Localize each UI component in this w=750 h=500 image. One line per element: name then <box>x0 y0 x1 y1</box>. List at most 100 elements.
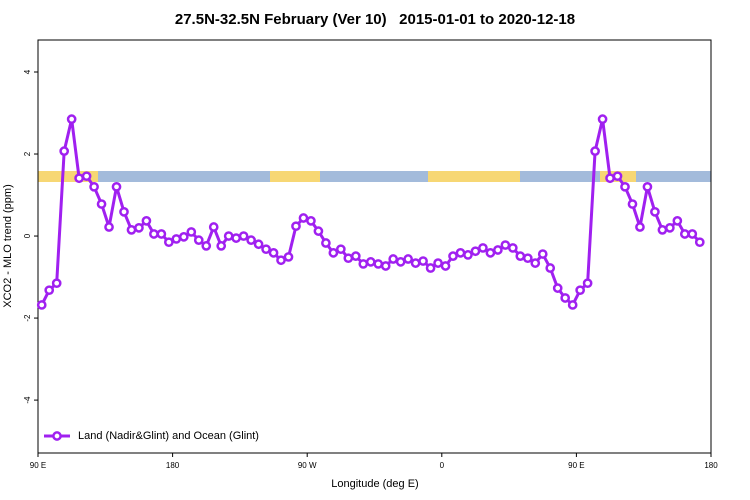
data-point <box>560 293 571 303</box>
data-point <box>171 234 182 244</box>
data-point <box>306 216 316 226</box>
data-point <box>590 146 600 156</box>
data-point <box>522 253 533 264</box>
x-axis-label: Longitude (deg E) <box>331 478 418 490</box>
data-point <box>208 222 219 232</box>
data-point <box>81 171 92 182</box>
data-point <box>418 256 428 266</box>
data-point <box>530 258 541 268</box>
data-point <box>485 248 496 258</box>
data-point <box>620 181 630 192</box>
data-point <box>463 250 473 260</box>
data-point <box>470 246 481 257</box>
ocean-band <box>636 171 711 182</box>
y-axis-label: XCO2 - MLO trend (ppm) <box>2 184 14 307</box>
data-point <box>365 257 376 267</box>
data-point <box>261 244 271 255</box>
ocean-band <box>98 171 270 182</box>
x-tick-label: 180 <box>166 461 180 470</box>
x-tick-label: 90 E <box>568 461 584 470</box>
y-tick-label: 0 <box>23 233 32 238</box>
data-point <box>336 244 346 255</box>
data-point <box>96 199 107 209</box>
data-point <box>448 251 458 261</box>
data-point <box>425 263 436 273</box>
data-point <box>597 114 608 125</box>
data-point <box>552 283 563 293</box>
data-point <box>36 300 47 310</box>
data-point <box>395 257 406 267</box>
data-point <box>111 181 122 192</box>
data-point <box>141 216 152 226</box>
land-band <box>38 171 98 182</box>
data-point <box>627 199 638 209</box>
data-point <box>433 258 443 268</box>
data-point <box>253 239 264 250</box>
data-point <box>672 216 683 226</box>
data-point <box>134 222 144 233</box>
y-tick-label: -2 <box>23 314 32 322</box>
data-point <box>679 229 690 239</box>
data-point <box>66 114 77 125</box>
land-band <box>270 171 320 182</box>
data-point <box>51 278 62 289</box>
data-point <box>74 173 84 184</box>
data-point <box>410 258 421 268</box>
data-point <box>268 248 279 258</box>
data-point <box>238 231 249 241</box>
ocean-band <box>320 171 428 182</box>
data-point <box>104 222 114 232</box>
data-point <box>500 240 511 250</box>
y-tick-label: -4 <box>23 396 32 404</box>
chart-title: 27.5N-32.5N February (Ver 10) 2015-01-01… <box>175 11 575 28</box>
data-point <box>231 233 242 243</box>
data-point <box>201 241 212 251</box>
data-point <box>373 259 384 269</box>
data-point <box>59 146 70 156</box>
data-point <box>545 263 556 273</box>
data-point <box>455 248 466 258</box>
data-point <box>350 251 361 261</box>
land-band <box>428 171 520 182</box>
data-point <box>321 238 331 248</box>
data-point <box>358 259 369 269</box>
data-point <box>515 251 526 261</box>
series-line <box>40 118 701 308</box>
data-point <box>567 300 578 310</box>
data-point <box>186 227 197 237</box>
data-point <box>156 229 167 239</box>
data-point <box>119 206 129 217</box>
data-point <box>403 254 413 264</box>
data-point <box>246 235 256 245</box>
data-point <box>313 226 324 236</box>
data-point <box>223 231 234 241</box>
data-point <box>440 261 451 271</box>
data-point <box>193 235 204 245</box>
plot-frame <box>37 39 712 454</box>
data-point <box>575 285 585 296</box>
x-tick-label: 180 <box>704 461 718 470</box>
data-point <box>507 243 518 253</box>
data-point <box>164 237 174 248</box>
data-point <box>612 171 623 182</box>
y-tick-label: 2 <box>23 151 32 156</box>
data-point <box>343 253 354 264</box>
data-point <box>291 221 301 232</box>
data-point <box>687 229 698 239</box>
data-point <box>44 285 55 296</box>
data-point <box>582 278 593 289</box>
legend-label: Land (Nadir&Glint) and Ocean (Glint) <box>78 430 259 442</box>
data-point <box>126 225 137 235</box>
y-tick-label: 4 <box>23 69 32 74</box>
data-point <box>283 252 294 262</box>
data-point <box>537 249 548 259</box>
data-point <box>650 206 660 217</box>
data-point <box>178 232 189 242</box>
data-point <box>328 248 339 258</box>
data-point <box>298 213 309 223</box>
ocean-band <box>520 171 600 182</box>
data-point <box>642 181 653 192</box>
data-point <box>694 237 705 248</box>
data-point <box>388 254 399 264</box>
